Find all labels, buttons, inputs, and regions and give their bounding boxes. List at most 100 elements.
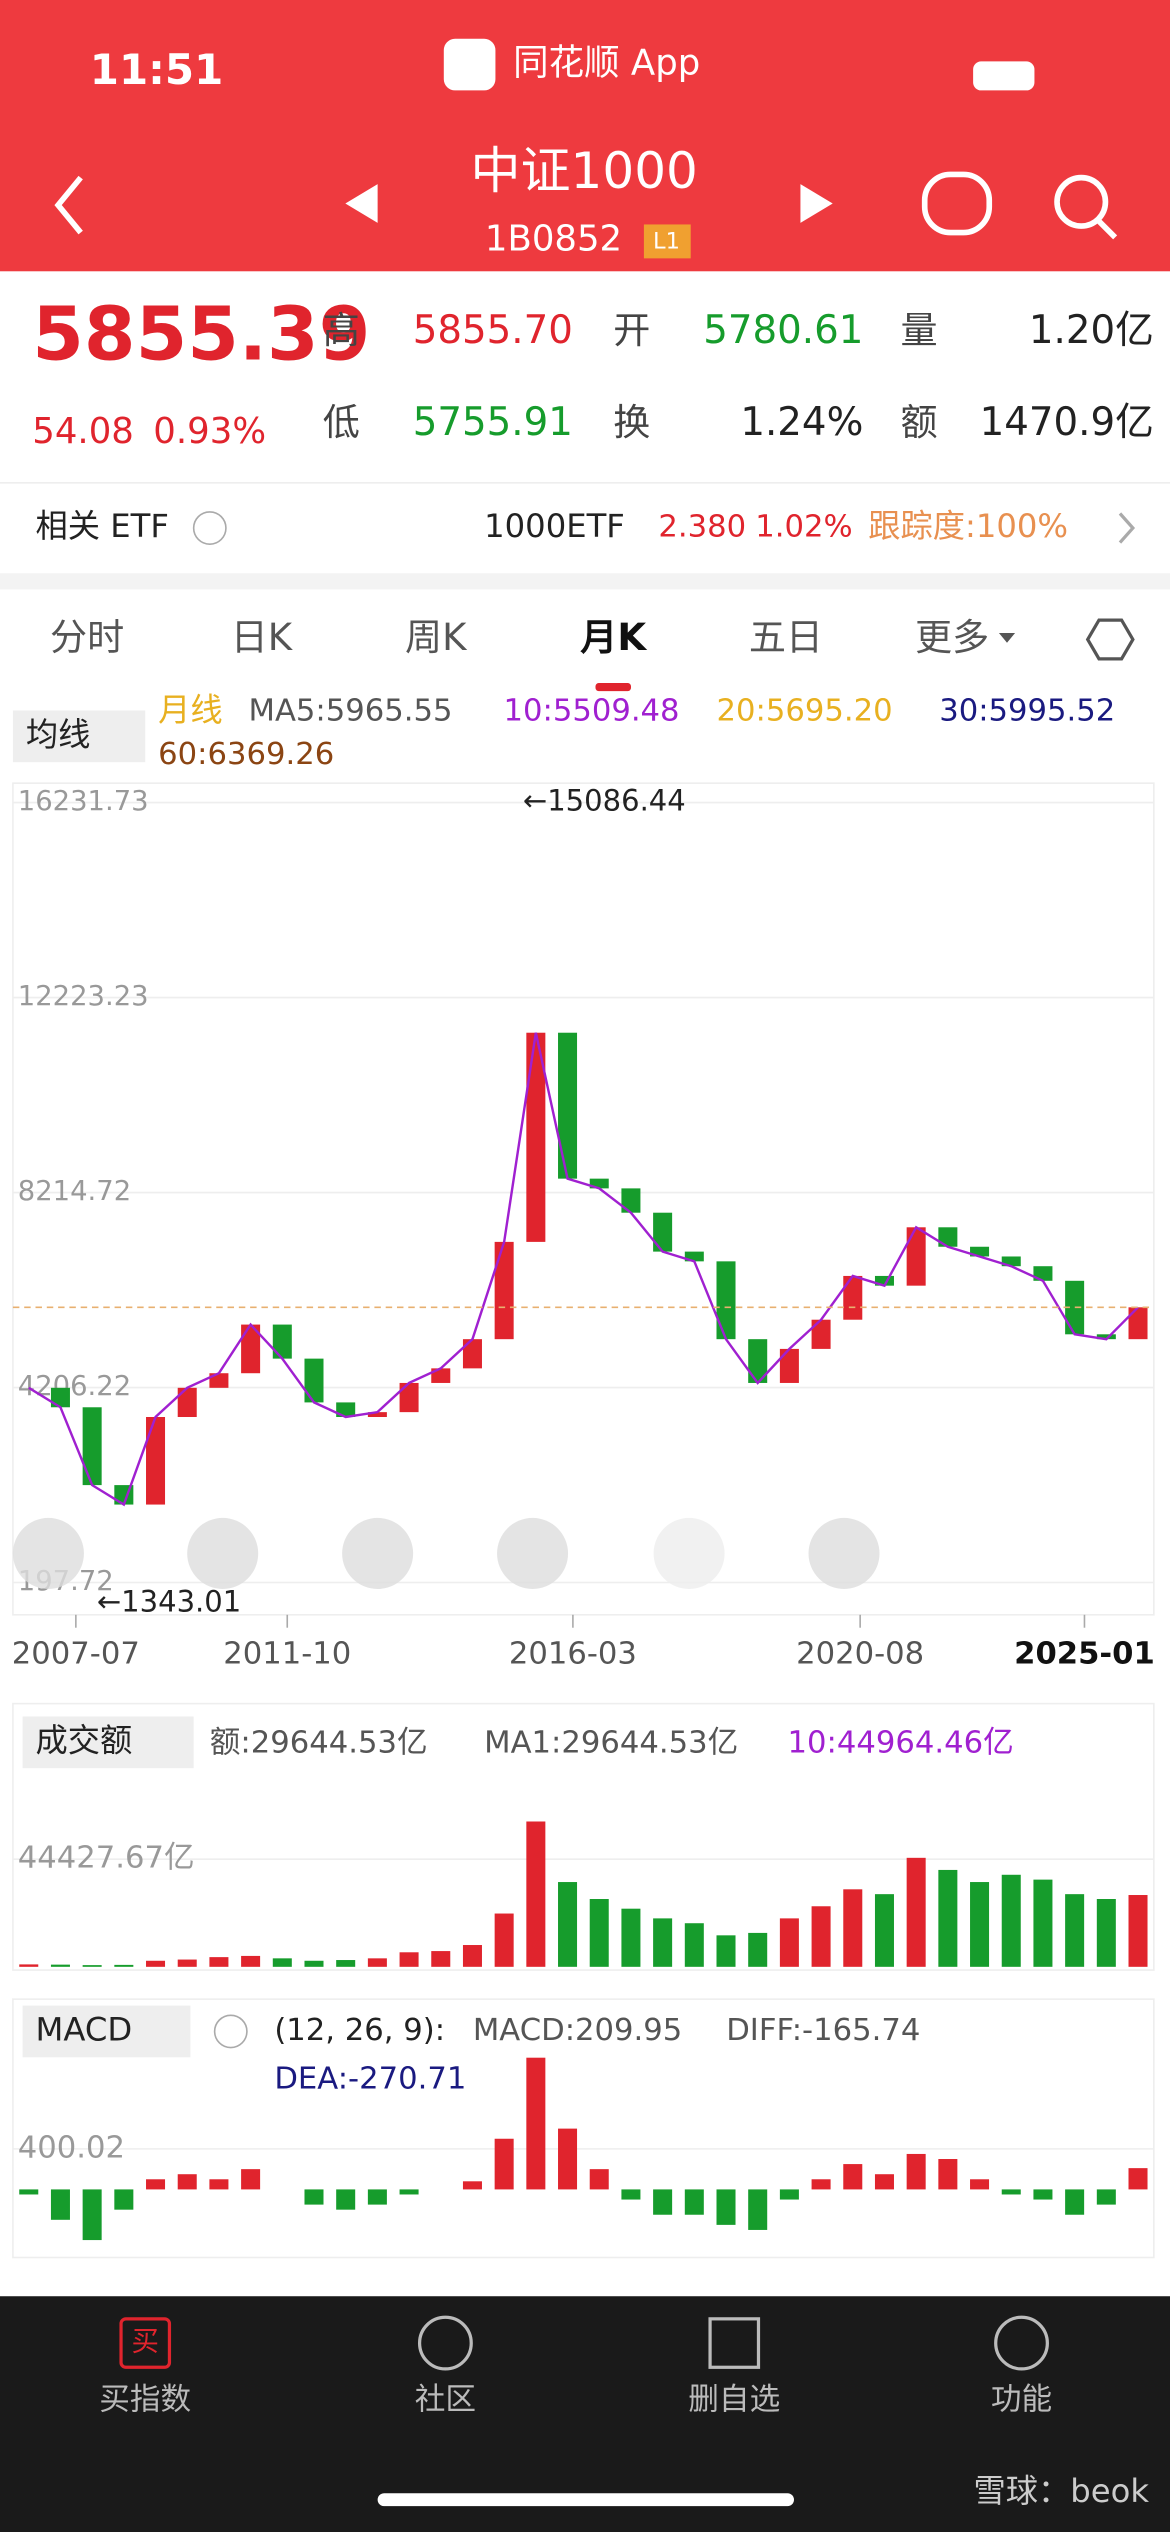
ma-item: 10:5509.48 <box>504 694 680 729</box>
nav: 买指数 社区 删自选 功能 <box>99 2383 1052 2418</box>
macd-bar <box>304 2189 324 2205</box>
field-value: 1.20亿 <box>1029 308 1154 353</box>
candle <box>1065 1280 1085 1335</box>
field-label: 换 <box>613 401 650 444</box>
nav-icon: 买 <box>132 2327 159 2358</box>
volume-bar <box>1001 1874 1021 1967</box>
vol-ma10: 10:44964.46亿 <box>788 1725 1014 1760</box>
macd-bar <box>1065 2189 1085 2215</box>
tab[interactable]: 月K <box>580 616 647 659</box>
tab[interactable]: 更多 <box>915 616 989 659</box>
macd-button-bg[interactable] <box>22 2005 191 2058</box>
macd-help[interactable] <box>213 2014 248 2049</box>
tab[interactable]: 五日 <box>749 616 823 659</box>
macd-bar <box>526 2057 546 2190</box>
macd-bar <box>50 2189 70 2220</box>
volume-bar <box>272 1958 292 1967</box>
robot-button[interactable] <box>921 171 993 236</box>
candle <box>177 1387 197 1418</box>
nav-item[interactable]: 删自选 <box>688 2383 780 2418</box>
nav-item[interactable]: 功能 <box>991 2383 1052 2418</box>
vol-button-bg[interactable] <box>22 1716 194 1769</box>
volume-bar <box>1065 1894 1085 1967</box>
macd-bar <box>716 2189 736 2225</box>
candle <box>50 1387 70 1408</box>
field-label: 开 <box>613 309 650 352</box>
x-tick-label: 2007-07 <box>12 1637 140 1672</box>
search-button[interactable] <box>1054 174 1109 229</box>
ma-item: 30:5995.52 <box>939 694 1115 729</box>
field-value: 1470.9亿 <box>980 400 1154 445</box>
macd-bar <box>241 2169 261 2190</box>
macd-bar <box>399 2189 419 2195</box>
field-label: 高 <box>323 309 360 352</box>
macd-bar <box>367 2189 387 2205</box>
prev-button[interactable] <box>345 184 378 223</box>
help-icon[interactable] <box>192 511 227 545</box>
macd-bar <box>177 2174 197 2190</box>
ma-legend: MA5:5965.55 10:5509.48 20:5695.20 30:5995.5… <box>158 694 1115 773</box>
ctrl-zoom-out[interactable] <box>342 1517 414 1589</box>
settings-button[interactable] <box>1085 618 1135 661</box>
candle <box>653 1212 673 1252</box>
candle <box>367 1412 387 1418</box>
price: 5855.39 <box>32 291 370 378</box>
vol-amount: 额:29644.53亿 <box>210 1725 428 1760</box>
ctrl-right[interactable] <box>653 1517 725 1589</box>
volume-bar <box>653 1918 673 1967</box>
candle <box>399 1382 419 1413</box>
ctrl-left-all[interactable] <box>12 1517 84 1589</box>
ma-button[interactable]: 均线 <box>26 715 91 753</box>
x-tick-label: 2016-03 <box>509 1637 637 1672</box>
volume-bar <box>589 1899 609 1967</box>
y-tick-label: 16231.73 <box>18 786 149 817</box>
field-label: 低 <box>323 401 360 444</box>
nav-bar <box>0 2296 1170 2532</box>
x-tick-label: 2020-08 <box>796 1637 924 1672</box>
volume-bar <box>50 1964 70 1967</box>
volume-bar <box>748 1932 768 1967</box>
ma-item: 20:5695.20 <box>717 694 893 729</box>
volume-panel <box>12 1702 1155 1971</box>
vol-button[interactable]: 成交额 <box>36 1721 133 1759</box>
tab[interactable]: 分时 <box>50 616 124 659</box>
volume-bar <box>526 1821 546 1967</box>
x-tick-label: 2025-01 <box>1014 1637 1155 1672</box>
macd-bar <box>1033 2189 1053 2200</box>
volume-bar <box>621 1908 641 1967</box>
y-tick-label: 400.02 <box>18 2130 125 2165</box>
status-time: 11:51 <box>90 45 224 94</box>
tabs: 分时 日K 周K 月K 五日 更多 <box>50 616 1016 659</box>
nav-item[interactable]: 买指数 <box>99 2383 191 2418</box>
tab[interactable]: 日K <box>231 616 294 659</box>
ctrl-zoom-in[interactable] <box>187 1517 259 1589</box>
badge-bg <box>643 224 691 259</box>
etf-arrow[interactable] <box>1118 512 1136 544</box>
back-button[interactable] <box>54 175 83 235</box>
nav-item[interactable]: 社区 <box>415 2383 476 2418</box>
field-value: 5780.61 <box>703 308 863 353</box>
macd-bar <box>462 2181 482 2190</box>
nav-icon-bg <box>119 2317 172 2369</box>
macd-button[interactable]: MACD <box>36 2010 133 2048</box>
ctrl-full[interactable] <box>808 1517 880 1589</box>
ctrl-left[interactable] <box>497 1517 569 1589</box>
candle <box>589 1178 609 1189</box>
macd-bar <box>336 2189 356 2210</box>
y-tick-label: 12223.23 <box>18 981 149 1012</box>
macd-bar <box>1001 2189 1021 2195</box>
macd-bar <box>82 2189 102 2241</box>
volume-bar <box>779 1918 799 1967</box>
ma-button-bg[interactable] <box>12 710 146 763</box>
etf-label: 相关 ETF <box>36 507 169 545</box>
candle <box>1096 1334 1116 1340</box>
macd-bar <box>146 2179 166 2190</box>
tab[interactable]: 周K <box>405 616 468 659</box>
macd-bar <box>621 2189 641 2200</box>
x-axis: 2007-07 2011-10 2016-03 2020-08 2025-01 <box>12 1614 1155 1672</box>
next-button[interactable] <box>800 184 833 223</box>
volume-bar <box>304 1960 324 1967</box>
index-title: 中证1000 <box>471 142 698 200</box>
